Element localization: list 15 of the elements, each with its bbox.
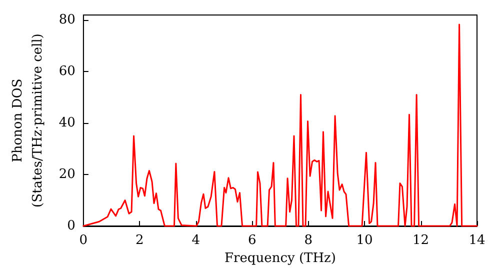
x-tick-label: 4 — [192, 233, 200, 248]
y-tick-label: 40 — [58, 116, 76, 131]
x-tick-label: 6 — [248, 233, 256, 248]
x-tick-label: 0 — [79, 233, 88, 248]
x-tick-label: 14 — [468, 233, 486, 248]
y-tick-label: 0 — [67, 218, 76, 234]
y-tick-label: 20 — [58, 167, 76, 182]
y-tick-label: 80 — [58, 12, 76, 28]
y-axis-title: Phonon DOS (States/THz·primitive cell) — [10, 33, 46, 208]
x-tick-label: 8 — [304, 233, 312, 248]
x-tick-label: 12 — [412, 233, 430, 248]
x-axis-title: Frequency (THz) — [224, 250, 336, 266]
x-tick-label: 10 — [356, 233, 373, 248]
x-tick-label: 2 — [136, 233, 144, 248]
y-tick-label: 60 — [58, 64, 76, 80]
